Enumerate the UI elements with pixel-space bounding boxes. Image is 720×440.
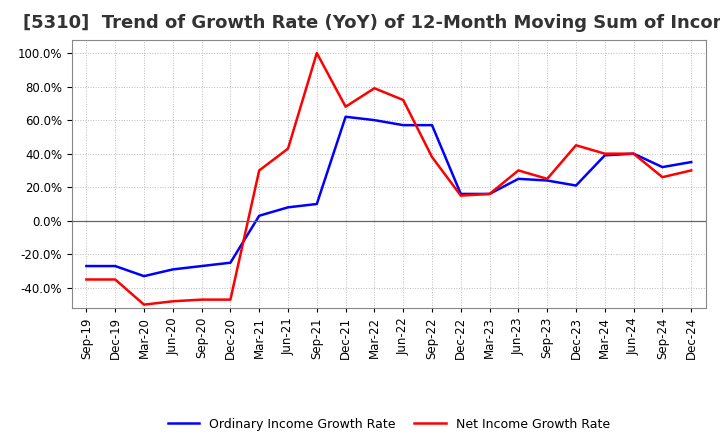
Ordinary Income Growth Rate (312, 202, 321, 207)
Ordinary Income Growth Rate (572, 183, 580, 188)
Net Income Growth Rate (629, 151, 638, 156)
Net Income Growth Rate (399, 97, 408, 103)
Title: [5310]  Trend of Growth Rate (YoY) of 12-Month Moving Sum of Incomes: [5310] Trend of Growth Rate (YoY) of 12-… (23, 15, 720, 33)
Ordinary Income Growth Rate (341, 114, 350, 119)
Line: Ordinary Income Growth Rate: Ordinary Income Growth Rate (86, 117, 691, 276)
Ordinary Income Growth Rate (197, 264, 206, 269)
Net Income Growth Rate (543, 176, 552, 181)
Net Income Growth Rate (197, 297, 206, 302)
Ordinary Income Growth Rate (140, 274, 148, 279)
Net Income Growth Rate (428, 154, 436, 160)
Net Income Growth Rate (341, 104, 350, 109)
Net Income Growth Rate (82, 277, 91, 282)
Net Income Growth Rate (370, 86, 379, 91)
Ordinary Income Growth Rate (629, 151, 638, 156)
Net Income Growth Rate (168, 299, 177, 304)
Ordinary Income Growth Rate (485, 191, 494, 197)
Ordinary Income Growth Rate (687, 159, 696, 165)
Ordinary Income Growth Rate (399, 122, 408, 128)
Ordinary Income Growth Rate (255, 213, 264, 218)
Net Income Growth Rate (111, 277, 120, 282)
Line: Net Income Growth Rate: Net Income Growth Rate (86, 53, 691, 304)
Ordinary Income Growth Rate (284, 205, 292, 210)
Ordinary Income Growth Rate (514, 176, 523, 181)
Ordinary Income Growth Rate (226, 260, 235, 265)
Ordinary Income Growth Rate (370, 117, 379, 123)
Ordinary Income Growth Rate (600, 153, 609, 158)
Net Income Growth Rate (687, 168, 696, 173)
Net Income Growth Rate (284, 146, 292, 151)
Ordinary Income Growth Rate (111, 264, 120, 269)
Net Income Growth Rate (514, 168, 523, 173)
Ordinary Income Growth Rate (658, 165, 667, 170)
Ordinary Income Growth Rate (428, 122, 436, 128)
Net Income Growth Rate (140, 302, 148, 307)
Net Income Growth Rate (456, 193, 465, 198)
Ordinary Income Growth Rate (456, 191, 465, 197)
Net Income Growth Rate (600, 151, 609, 156)
Net Income Growth Rate (255, 168, 264, 173)
Ordinary Income Growth Rate (82, 264, 91, 269)
Net Income Growth Rate (226, 297, 235, 302)
Ordinary Income Growth Rate (543, 178, 552, 183)
Net Income Growth Rate (485, 191, 494, 197)
Net Income Growth Rate (572, 143, 580, 148)
Net Income Growth Rate (312, 50, 321, 55)
Legend: Ordinary Income Growth Rate, Net Income Growth Rate: Ordinary Income Growth Rate, Net Income … (163, 413, 615, 436)
Ordinary Income Growth Rate (168, 267, 177, 272)
Net Income Growth Rate (658, 175, 667, 180)
